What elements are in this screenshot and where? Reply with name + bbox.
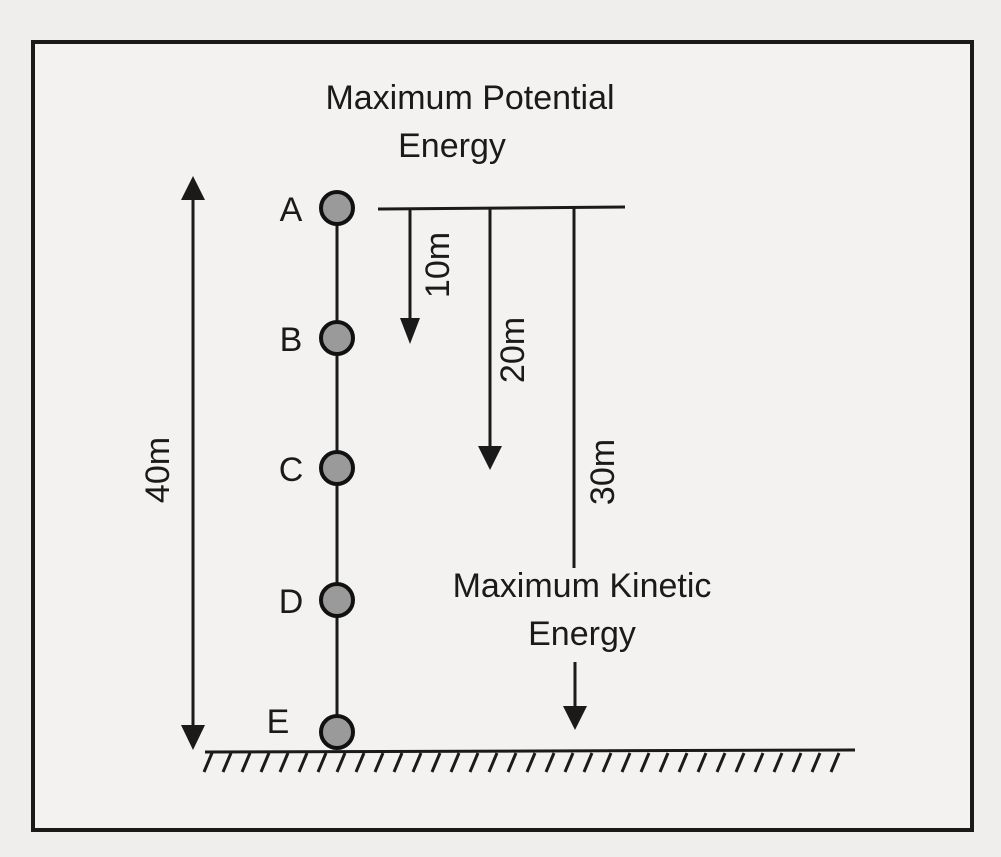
ground-hatch [392, 752, 404, 773]
ground-hatch [240, 752, 252, 773]
ball [319, 582, 355, 618]
ground-hatch [335, 752, 347, 773]
frame [31, 40, 974, 832]
arrow-head [563, 706, 587, 730]
point-label: E [267, 703, 290, 741]
ball [319, 320, 355, 356]
ground-hatch [468, 752, 480, 773]
distance-label: 30m [584, 439, 622, 505]
ground-hatch [202, 752, 214, 773]
arrow-head [478, 446, 502, 470]
point-label: D [279, 583, 304, 621]
height-label: 40m [139, 437, 177, 503]
ground-hatch [430, 752, 442, 773]
ground-hatch [715, 752, 727, 773]
ground-hatch [221, 752, 233, 773]
ground-hatch [601, 752, 613, 773]
ground-hatch [354, 752, 366, 773]
point-label: A [280, 191, 303, 229]
ground-hatch [506, 752, 518, 773]
ground-hatch [487, 752, 499, 773]
point-label: B [280, 321, 303, 359]
ground-hatch [297, 752, 309, 773]
title-line: Maximum Potential [325, 79, 614, 117]
arrow-head [400, 318, 420, 344]
ground-hatch [582, 752, 594, 773]
ground-hatch [810, 752, 822, 773]
title-line: Energy [398, 127, 506, 165]
ground-hatch [563, 752, 575, 773]
ground-hatch [639, 752, 651, 773]
distance-label: 10m [419, 232, 457, 298]
ground-hatch [620, 752, 632, 773]
ground-hatch [525, 752, 537, 773]
ground-hatch [411, 752, 423, 773]
ball [319, 450, 355, 486]
ground-hatch [829, 752, 841, 773]
ground-hatch [734, 752, 746, 773]
ground-hatch [373, 752, 385, 773]
bottom-label-line: Energy [528, 615, 636, 653]
ground-hatch [259, 752, 271, 773]
reference-line [377, 205, 626, 211]
ball [319, 190, 355, 226]
ground-hatch [544, 752, 556, 773]
arrow-head [181, 725, 205, 750]
bottom-label-line: Maximum Kinetic [453, 567, 712, 605]
ground-hatch [316, 752, 328, 773]
ground-hatch [658, 752, 670, 773]
ground-hatch [753, 752, 765, 773]
ground-hatch [278, 752, 290, 773]
ground-hatch [677, 752, 689, 773]
arrow-head [181, 176, 205, 200]
distance-label: 20m [494, 317, 532, 383]
ground-hatch [696, 752, 708, 773]
point-label: C [279, 451, 304, 489]
ball [319, 714, 355, 750]
ground [204, 748, 856, 754]
ground-hatch [449, 752, 461, 773]
ground-hatch [791, 752, 803, 773]
ground-hatch [772, 752, 784, 773]
